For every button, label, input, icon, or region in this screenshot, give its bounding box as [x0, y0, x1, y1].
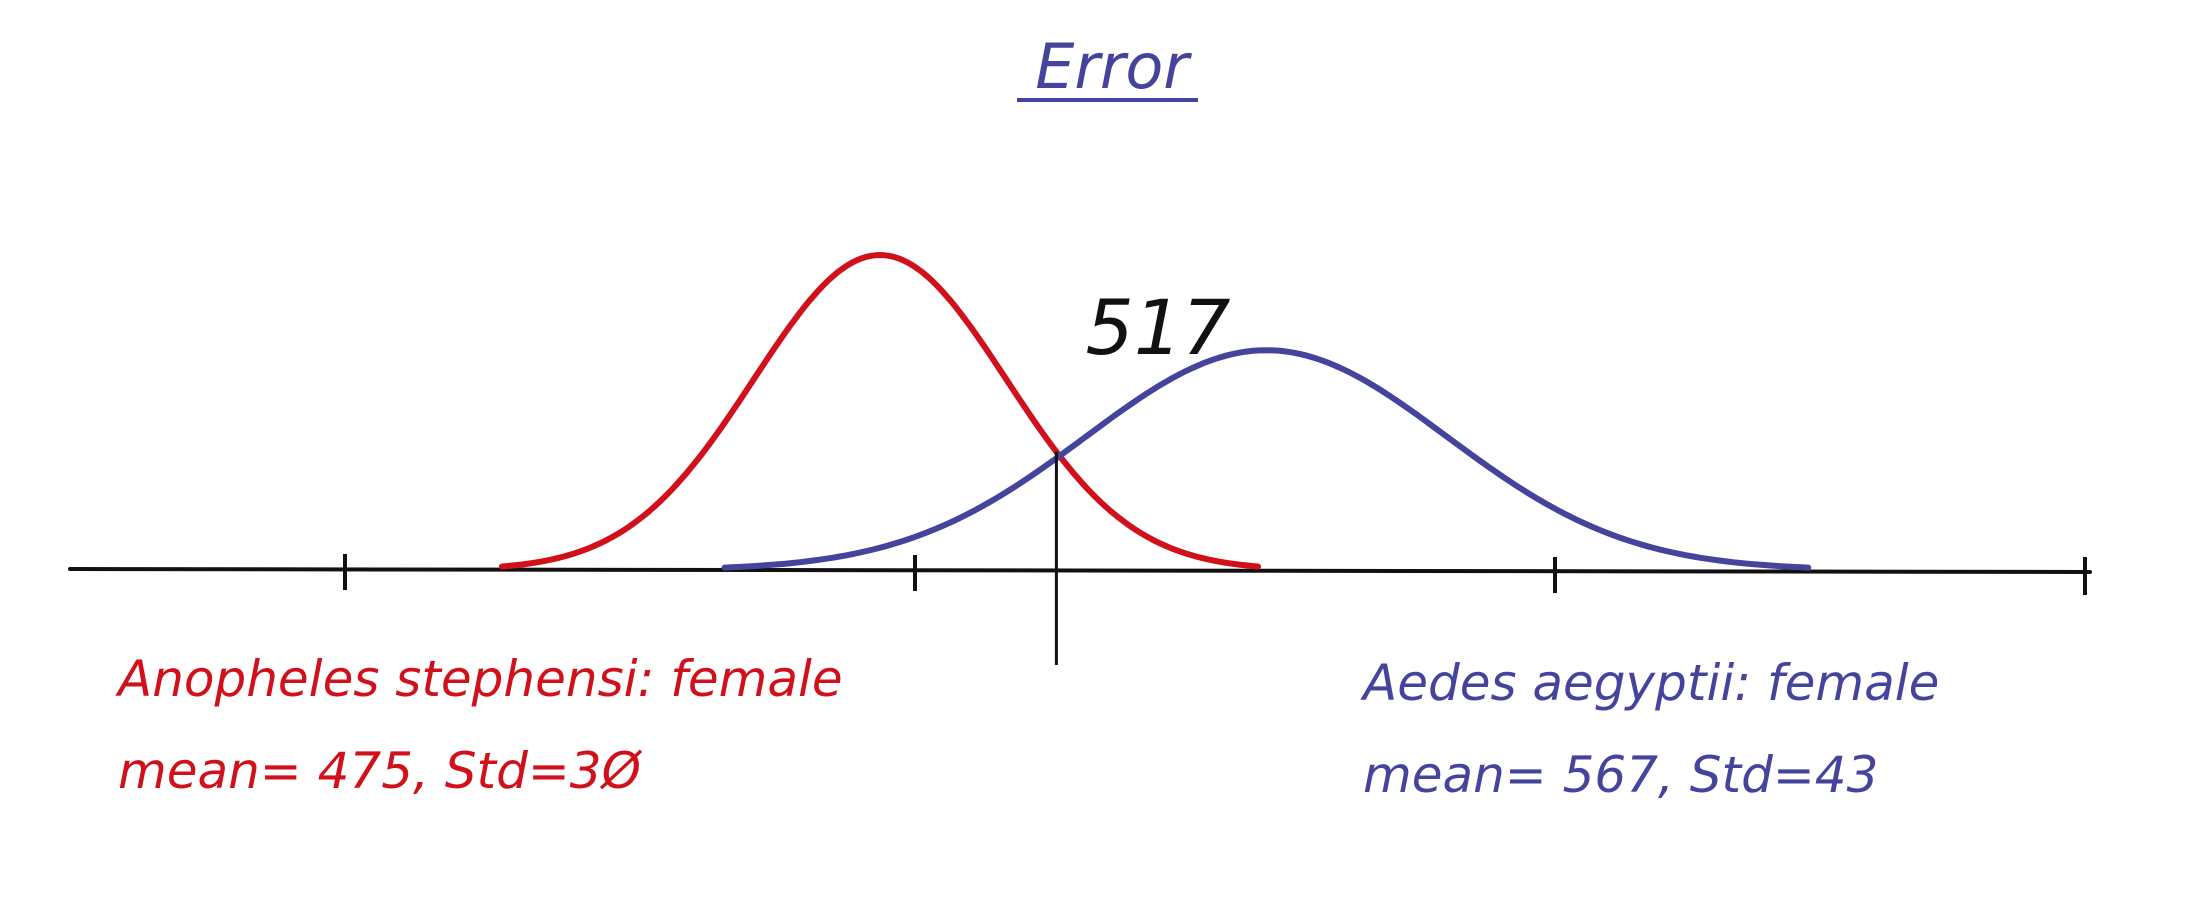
- threshold-label: 517: [1085, 283, 1230, 372]
- red-species-label: Anopheles stephensi: female: [115, 650, 843, 708]
- blue-distribution-curve: [721, 347, 1812, 571]
- diagram-title: Error: [1035, 30, 1192, 103]
- blue-species-label: Aedes aegyptii: female: [1360, 654, 1939, 712]
- red-stats-label: mean= 475, Std=3Ø: [118, 742, 643, 800]
- x-axis: [68, 567, 2092, 574]
- blue-stats-label: mean= 567, Std=43: [1363, 746, 1878, 804]
- red-distribution-curve: [499, 251, 1261, 570]
